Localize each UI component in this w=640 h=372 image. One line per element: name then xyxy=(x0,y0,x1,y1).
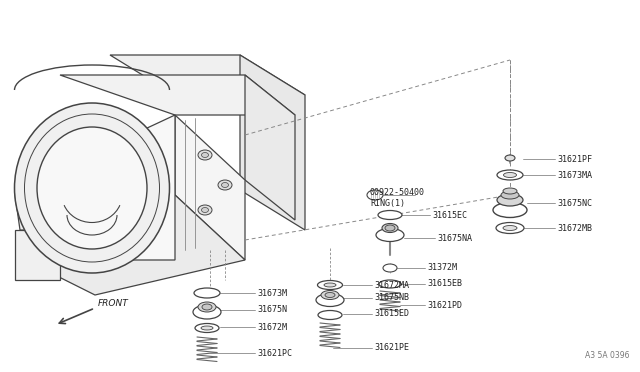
Ellipse shape xyxy=(198,302,216,312)
Ellipse shape xyxy=(202,304,212,310)
Ellipse shape xyxy=(376,228,404,241)
Text: 31673MA: 31673MA xyxy=(557,170,592,180)
Polygon shape xyxy=(15,230,60,280)
Text: 31621PE: 31621PE xyxy=(374,343,409,353)
Ellipse shape xyxy=(497,170,523,180)
Ellipse shape xyxy=(318,311,342,320)
Text: 31672MA: 31672MA xyxy=(374,280,409,289)
Ellipse shape xyxy=(194,288,220,298)
Ellipse shape xyxy=(367,190,383,200)
Ellipse shape xyxy=(15,103,170,273)
Text: 31615EB: 31615EB xyxy=(427,279,462,289)
Text: 31621PD: 31621PD xyxy=(427,301,462,310)
Ellipse shape xyxy=(493,202,527,218)
Polygon shape xyxy=(15,195,65,230)
Ellipse shape xyxy=(503,188,517,194)
Text: A3 5A 0396: A3 5A 0396 xyxy=(586,351,630,360)
Text: 31615EC: 31615EC xyxy=(432,211,467,219)
Ellipse shape xyxy=(497,194,523,206)
Ellipse shape xyxy=(218,180,232,190)
Ellipse shape xyxy=(325,292,335,298)
Text: 31672MB: 31672MB xyxy=(557,224,592,232)
Ellipse shape xyxy=(501,191,519,199)
Ellipse shape xyxy=(505,155,515,161)
Ellipse shape xyxy=(378,211,402,219)
Polygon shape xyxy=(245,75,295,220)
Ellipse shape xyxy=(316,294,344,307)
Text: 31621PF: 31621PF xyxy=(557,154,592,164)
Polygon shape xyxy=(175,115,245,260)
Text: 31672M: 31672M xyxy=(257,323,287,331)
Text: 00922-50400: 00922-50400 xyxy=(370,187,425,196)
Ellipse shape xyxy=(382,224,398,232)
Text: RING(1): RING(1) xyxy=(370,199,405,208)
Text: FRONT: FRONT xyxy=(98,298,129,308)
Ellipse shape xyxy=(202,153,209,157)
Polygon shape xyxy=(240,55,305,230)
Text: 31675NC: 31675NC xyxy=(557,199,592,208)
Text: 31675N: 31675N xyxy=(257,305,287,314)
Ellipse shape xyxy=(324,283,336,287)
Ellipse shape xyxy=(503,225,517,231)
Ellipse shape xyxy=(201,326,213,330)
Text: 31621PC: 31621PC xyxy=(257,349,292,357)
Ellipse shape xyxy=(198,205,212,215)
Ellipse shape xyxy=(317,280,342,289)
Text: 31675NA: 31675NA xyxy=(437,234,472,243)
Ellipse shape xyxy=(37,127,147,249)
Ellipse shape xyxy=(321,291,339,299)
Ellipse shape xyxy=(193,305,221,319)
Polygon shape xyxy=(110,55,305,95)
Polygon shape xyxy=(25,195,245,295)
Ellipse shape xyxy=(385,225,395,231)
Ellipse shape xyxy=(379,280,401,288)
Ellipse shape xyxy=(504,173,516,177)
Ellipse shape xyxy=(496,222,524,234)
Ellipse shape xyxy=(383,264,397,272)
Ellipse shape xyxy=(221,183,228,187)
Ellipse shape xyxy=(198,150,212,160)
Polygon shape xyxy=(60,75,295,115)
Text: 31372M: 31372M xyxy=(427,263,457,273)
Polygon shape xyxy=(25,115,175,260)
Text: 31615ED: 31615ED xyxy=(374,310,409,318)
Ellipse shape xyxy=(202,208,209,212)
Ellipse shape xyxy=(195,324,219,333)
Text: 31675NB: 31675NB xyxy=(374,294,409,302)
Text: 31673M: 31673M xyxy=(257,289,287,298)
